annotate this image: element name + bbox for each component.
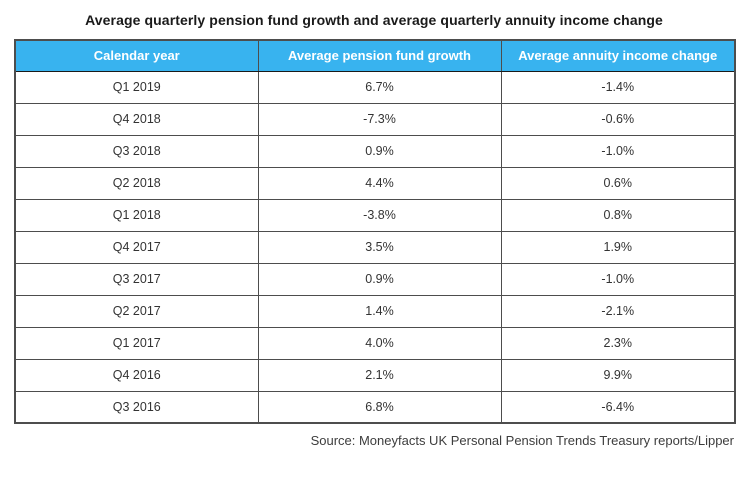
table-row: Q4 2017 3.5% 1.9% <box>14 230 736 264</box>
cell-annuity-change: -2.1% <box>500 294 736 328</box>
cell-annuity-change: -1.0% <box>500 134 736 168</box>
cell-quarter: Q4 2016 <box>14 358 259 392</box>
cell-pension-growth: 0.9% <box>257 134 502 168</box>
page-title: Average quarterly pension fund growth an… <box>85 12 663 28</box>
cell-pension-growth: 1.4% <box>257 294 502 328</box>
source-attribution: Source: Moneyfacts UK Personal Pension T… <box>310 433 734 448</box>
table-row: Q3 2017 0.9% -1.0% <box>14 262 736 296</box>
header-cell-annuity-income-change: Average annuity income change <box>500 39 736 72</box>
cell-quarter: Q2 2018 <box>14 166 259 200</box>
cell-quarter: Q2 2017 <box>14 294 259 328</box>
table-row: Q1 2018 -3.8% 0.8% <box>14 198 736 232</box>
table-row: Q1 2017 4.0% 2.3% <box>14 326 736 360</box>
cell-annuity-change: 2.3% <box>500 326 736 360</box>
cell-annuity-change: 0.6% <box>500 166 736 200</box>
cell-quarter: Q3 2016 <box>14 390 259 424</box>
cell-annuity-change: -1.4% <box>500 70 736 104</box>
pension-annuity-table: Calendar year Average pension fund growt… <box>14 39 736 424</box>
cell-pension-growth: -3.8% <box>257 198 502 232</box>
header-cell-pension-fund-growth: Average pension fund growth <box>257 39 502 72</box>
cell-pension-growth: 4.4% <box>257 166 502 200</box>
cell-pension-growth: -7.3% <box>257 102 502 136</box>
cell-pension-growth: 4.0% <box>257 326 502 360</box>
cell-quarter: Q1 2018 <box>14 198 259 232</box>
cell-annuity-change: -6.4% <box>500 390 736 424</box>
table-row: Q2 2018 4.4% 0.6% <box>14 166 736 200</box>
cell-quarter: Q3 2017 <box>14 262 259 296</box>
table-row: Q4 2018 -7.3% -0.6% <box>14 102 736 136</box>
cell-annuity-change: 9.9% <box>500 358 736 392</box>
cell-quarter: Q1 2019 <box>14 70 259 104</box>
table-graphic: Average quarterly pension fund growth an… <box>0 12 747 448</box>
table-row: Q1 2019 6.7% -1.4% <box>14 70 736 104</box>
cell-pension-growth: 2.1% <box>257 358 502 392</box>
cell-annuity-change: 1.9% <box>500 230 736 264</box>
cell-annuity-change: 0.8% <box>500 198 736 232</box>
table-row: Q4 2016 2.1% 9.9% <box>14 358 736 392</box>
cell-pension-growth: 6.7% <box>257 70 502 104</box>
table-row: Q3 2016 6.8% -6.4% <box>14 390 736 424</box>
table-row: Q2 2017 1.4% -2.1% <box>14 294 736 328</box>
cell-pension-growth: 6.8% <box>257 390 502 424</box>
cell-quarter: Q1 2017 <box>14 326 259 360</box>
cell-quarter: Q3 2018 <box>14 134 259 168</box>
cell-annuity-change: -0.6% <box>500 102 736 136</box>
cell-quarter: Q4 2018 <box>14 102 259 136</box>
table-header-row: Calendar year Average pension fund growt… <box>14 39 736 72</box>
cell-annuity-change: -1.0% <box>500 262 736 296</box>
table-row: Q3 2018 0.9% -1.0% <box>14 134 736 168</box>
cell-pension-growth: 0.9% <box>257 262 502 296</box>
header-cell-calendar-year: Calendar year <box>14 39 259 72</box>
cell-quarter: Q4 2017 <box>14 230 259 264</box>
cell-pension-growth: 3.5% <box>257 230 502 264</box>
